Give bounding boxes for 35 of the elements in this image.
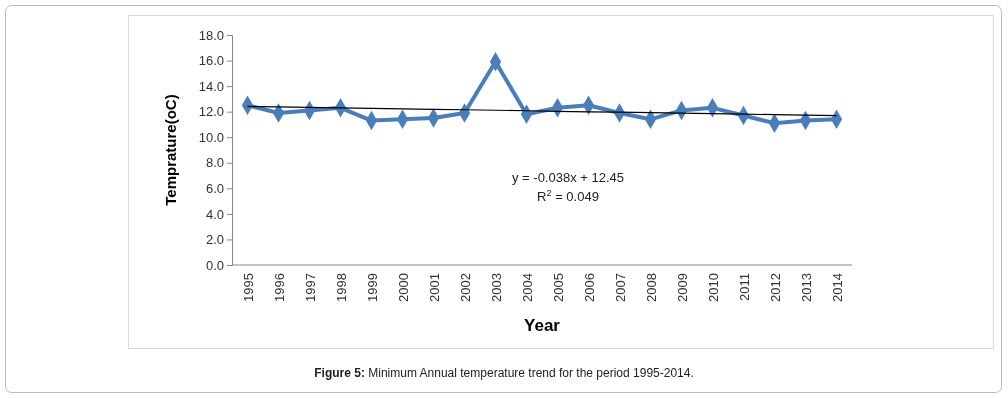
annotation: R$^{2}$ = 0.049 — [537, 188, 599, 204]
x-tick-label: 2008 — [643, 273, 659, 302]
x-tick-label: 2013 — [798, 273, 814, 302]
x-tick-label: 2004 — [519, 273, 535, 302]
y-tick-label: 4.0 — [205, 206, 224, 222]
x-tick-label: 1996 — [271, 273, 287, 302]
x-tick-label: 2012 — [767, 273, 783, 302]
x-tick-label: 2002 — [457, 273, 473, 302]
x-tick-label: 2009 — [674, 273, 690, 302]
y-tick-label: 2.0 — [205, 232, 224, 248]
x-tick-label: 2007 — [612, 273, 628, 302]
caption: Figure 5: Minimum Annual temperature trend for the period 1995-2014. — [314, 366, 694, 380]
x-tick-label: 2000 — [395, 273, 411, 302]
x-axis-title: Year — [524, 316, 561, 335]
x-tick-label: 2006 — [581, 273, 597, 302]
x-tick-label: 1995 — [240, 273, 256, 302]
y-tick-label: 18.0 — [198, 27, 224, 43]
y-tick-label: 14.0 — [198, 78, 224, 94]
y-axis-title: Temprature(oC) — [162, 94, 179, 206]
x-tick-label: 2010 — [705, 273, 721, 302]
y-tick-label: 0.0 — [205, 257, 224, 273]
y-tick-label: 8.0 — [205, 155, 224, 171]
x-tick-label: 2001 — [426, 273, 442, 302]
x-tick-label: 1999 — [364, 273, 380, 302]
y-tick-label: 10.0 — [198, 129, 224, 145]
y-tick-label: 16.0 — [198, 53, 224, 69]
x-tick-label: 2005 — [550, 273, 566, 302]
x-tick-label: 2014 — [829, 273, 845, 302]
x-tick-label: 2003 — [488, 273, 504, 302]
y-tick-label: 12.0 — [198, 104, 224, 120]
x-tick-label: 2011 — [736, 273, 752, 301]
y-tick-label: 6.0 — [205, 180, 224, 196]
annotation: y = -0.038x + 12.45 — [511, 170, 625, 185]
x-tick-label: 1998 — [333, 273, 349, 302]
x-tick-label: 1997 — [302, 273, 318, 302]
